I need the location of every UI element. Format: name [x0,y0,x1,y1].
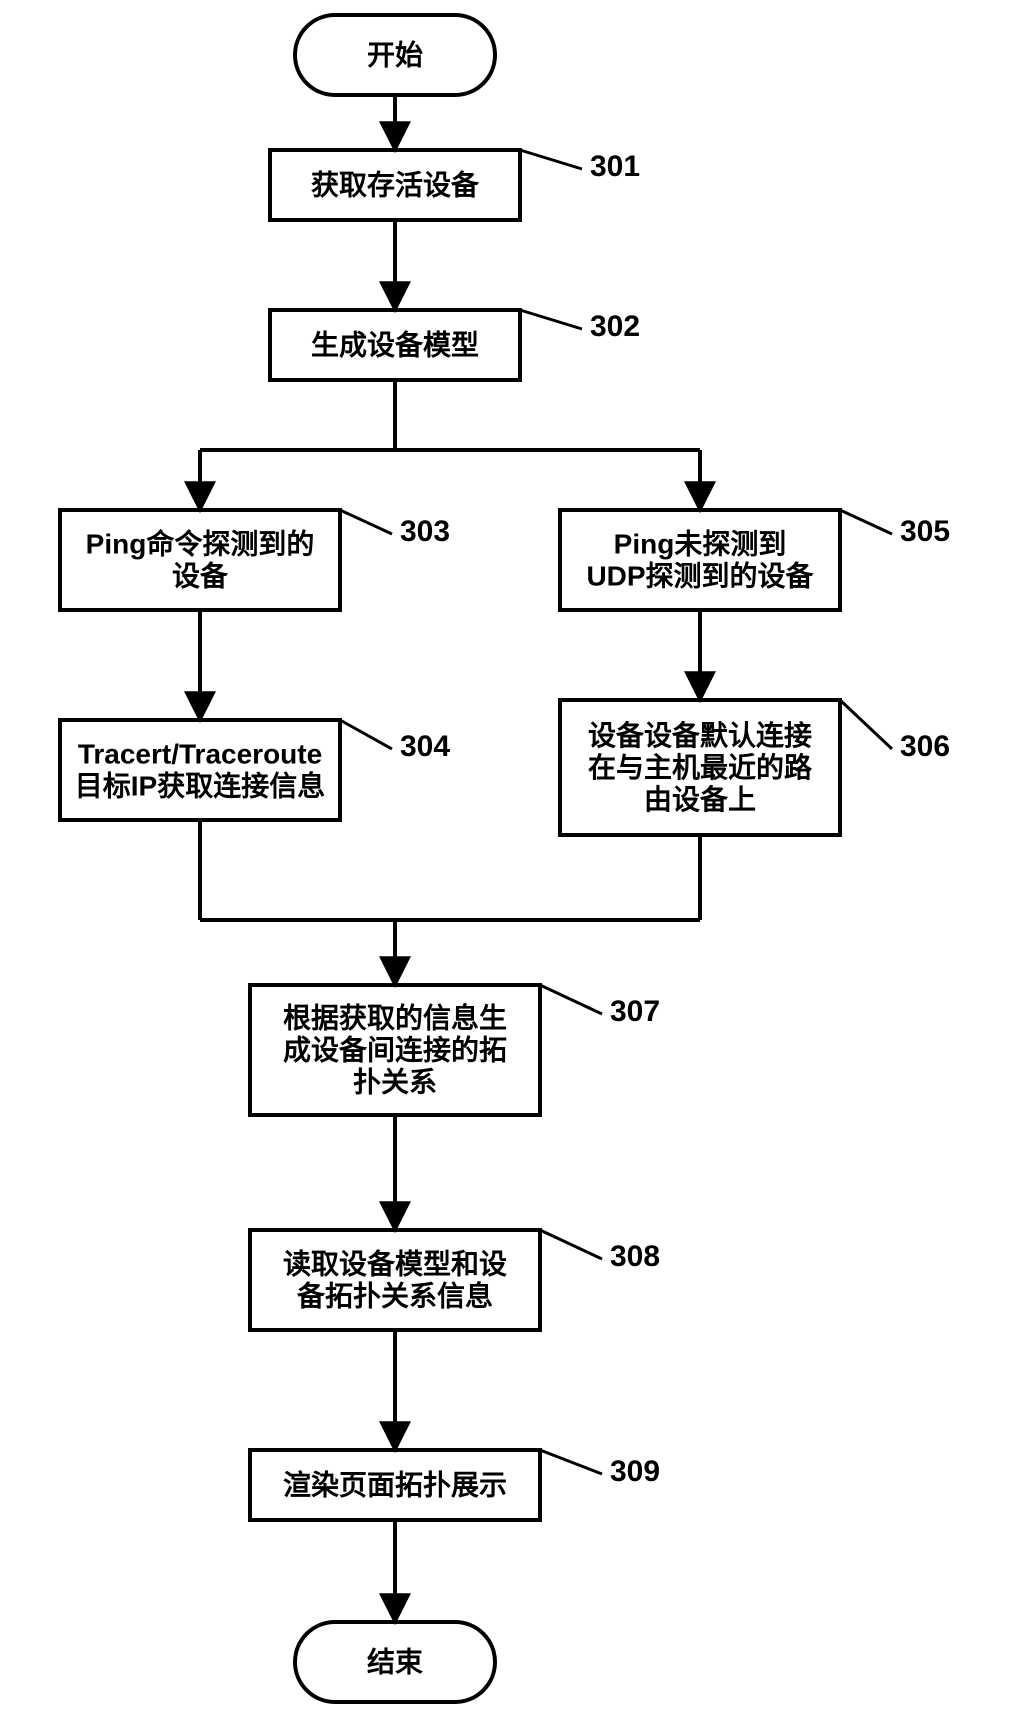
box-b301-line0: 获取存活设备 [311,169,480,201]
box-b305-line1: UDP探测到的设备 [586,560,814,592]
label-b305: 305 [900,515,950,548]
box-b304-line0: Tracert/Traceroute [78,738,322,769]
label-b301: 301 [590,150,640,183]
box-b308-line1: 备拓扑关系信息 [296,1280,493,1312]
label-b306: 306 [900,730,950,763]
label-b307: 307 [610,995,660,1028]
box-b306-line2: 由设备上 [644,784,756,815]
box-b307-line1: 成设备间连接的拓 [283,1034,507,1066]
box-b303-line0: Ping命令探测到的 [86,527,315,559]
box-b303-line1: 设备 [172,561,229,592]
label-b303: 303 [400,515,450,548]
box-b306-line0: 设备设备默认连接 [588,720,812,751]
box-b304-line1: 目标IP获取连接信息 [75,770,325,802]
label-b308: 308 [610,1240,660,1273]
box-b308-line0: 读取设备模型和设 [283,1248,507,1279]
box-b305-line0: Ping未探测到 [614,528,787,559]
box-b309-line0: 渲染页面拓扑展示 [283,1470,507,1501]
label-b304: 304 [400,730,450,763]
terminator-end: 结束 [295,1622,495,1702]
box-b306-line1: 在与主机最近的路 [588,751,813,783]
label-b302: 302 [590,310,640,343]
terminator-start: 开始 [295,15,495,95]
terminator-end-label: 结束 [367,1647,423,1678]
terminator-start-label: 开始 [367,40,423,71]
label-b309: 309 [610,1455,660,1488]
box-b307-line2: 扑关系 [353,1067,437,1098]
box-b302-line0: 生成设备模型 [311,330,479,361]
box-b307-line0: 根据获取的信息生 [283,1001,507,1033]
